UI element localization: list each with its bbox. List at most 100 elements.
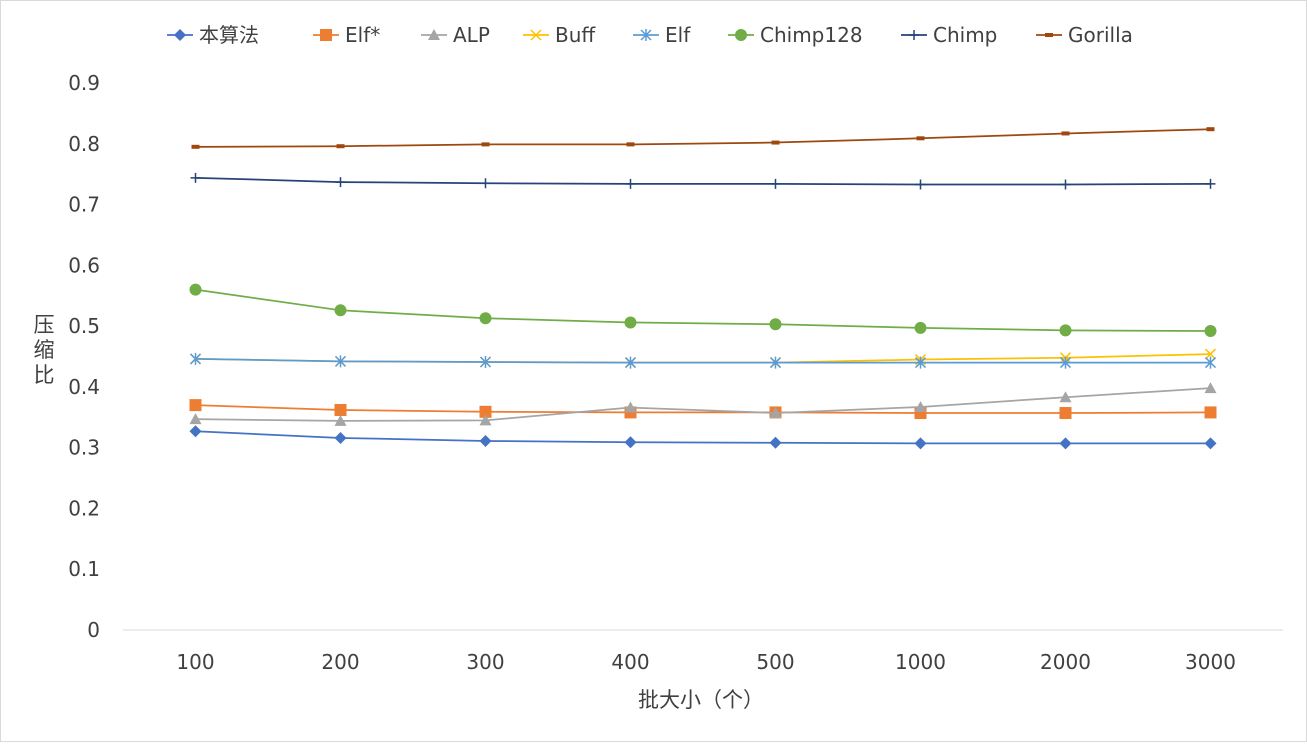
legend-label: 本算法: [199, 23, 259, 47]
data-point: [624, 356, 637, 369]
data-point: [914, 400, 927, 412]
data-point: [335, 177, 346, 188]
legend-label: ALP: [453, 23, 490, 47]
series-line: [195, 358, 1211, 364]
legend-marker: [735, 29, 747, 41]
data-point: [624, 316, 637, 329]
data-point: [916, 136, 925, 141]
data-point: [624, 401, 637, 413]
data-point: [914, 437, 927, 450]
data-point: [769, 436, 782, 449]
data-point: [1204, 382, 1217, 394]
data-point: [1204, 324, 1217, 337]
data-point: [769, 407, 782, 419]
data-point: [625, 178, 636, 189]
series-line: [195, 404, 1211, 414]
data-point: [480, 178, 491, 189]
data-point: [769, 356, 782, 369]
y-tick-label: 0.3: [68, 436, 100, 460]
data-point: [334, 403, 347, 416]
legend-marker: [174, 29, 186, 41]
data-point: [1204, 356, 1217, 369]
legend-label: Buff: [555, 23, 596, 47]
data-point: [1061, 131, 1070, 136]
data-point: [914, 356, 927, 369]
legend-item: Gorilla: [1036, 23, 1133, 47]
data-point: [189, 425, 202, 438]
y-tick-label: 0.6: [68, 253, 100, 277]
series-ALP: [189, 382, 1217, 426]
x-tick-label: 1000: [895, 650, 946, 674]
legend-label: Elf*: [345, 23, 380, 47]
data-point: [915, 179, 926, 190]
data-point: [479, 414, 492, 426]
x-tick-label: 100: [176, 650, 214, 674]
series-line: [195, 387, 1211, 422]
legend-item: Buff: [523, 23, 596, 47]
legend-label: Gorilla: [1068, 23, 1133, 47]
plot-area: [189, 127, 1217, 450]
data-point: [1205, 178, 1216, 189]
data-point: [1059, 324, 1072, 337]
data-point: [481, 142, 490, 147]
data-point: [479, 405, 492, 418]
series-line: [195, 128, 1211, 148]
data-point: [334, 414, 347, 426]
data-point: [189, 399, 202, 412]
x-tick-label: 400: [611, 650, 649, 674]
legend-label: Chimp128: [760, 23, 863, 47]
data-point: [479, 434, 492, 447]
y-tick-label: 0: [87, 618, 100, 642]
y-tick-label: 0.5: [68, 314, 100, 338]
data-point: [771, 140, 780, 145]
x-axis: 100 200 300 400 500 1000 2000 3000: [123, 629, 1283, 674]
data-point: [1059, 407, 1072, 420]
y-axis: 0 0.1 0.2 0.3 0.4 0.5 0.6 0.7 0.8 0.9: [68, 71, 100, 642]
legend-item: 本算法: [167, 23, 259, 47]
legend-item: ALP: [421, 23, 490, 47]
x-tick-label: 200: [321, 650, 359, 674]
legend-item: Chimp128: [728, 23, 863, 47]
data-point: [769, 318, 782, 331]
x-tick-label: 2000: [1040, 650, 1091, 674]
x-tick-label: 300: [466, 650, 504, 674]
legend-marker: [909, 30, 919, 40]
y-tick-label: 0.8: [68, 132, 100, 156]
data-point: [189, 283, 202, 296]
y-tick-label: 0.1: [68, 557, 100, 581]
data-point: [1059, 437, 1072, 450]
y-tick-label: 0.4: [68, 375, 100, 399]
legend-label: Elf: [665, 23, 691, 47]
data-point: [189, 413, 202, 425]
legend-item: Elf*: [313, 23, 380, 47]
series-line: [195, 288, 1211, 332]
data-point: [914, 321, 927, 334]
legend: 本算法 Elf* ALP Buff Elf Chimp128 Chimp Gorilla: [167, 23, 1133, 47]
legend-marker: [1045, 33, 1053, 37]
series-line: [195, 176, 1211, 186]
series-Chimp128: [189, 283, 1217, 337]
legend-item: Elf: [633, 23, 691, 47]
data-point: [1206, 127, 1215, 132]
x-tick-label: 3000: [1185, 650, 1236, 674]
series-Gorilla: [191, 127, 1215, 149]
y-tick-label: 0.2: [68, 496, 100, 520]
data-point: [190, 172, 201, 183]
series-line: [195, 430, 1211, 445]
data-point: [1204, 406, 1217, 419]
data-point: [1204, 348, 1217, 360]
x-tick-label: 500: [756, 650, 794, 674]
data-point: [479, 355, 492, 368]
data-point: [191, 144, 200, 149]
data-point: [334, 355, 347, 368]
y-axis-title: 压缩比: [34, 313, 55, 387]
data-point: [1059, 391, 1072, 403]
legend-marker: [320, 29, 332, 41]
data-point: [334, 304, 347, 317]
series-Chimp: [190, 172, 1216, 190]
data-point: [1204, 437, 1217, 450]
data-point: [189, 352, 202, 365]
data-point: [1059, 356, 1072, 369]
y-tick-label: 0.7: [68, 193, 100, 217]
